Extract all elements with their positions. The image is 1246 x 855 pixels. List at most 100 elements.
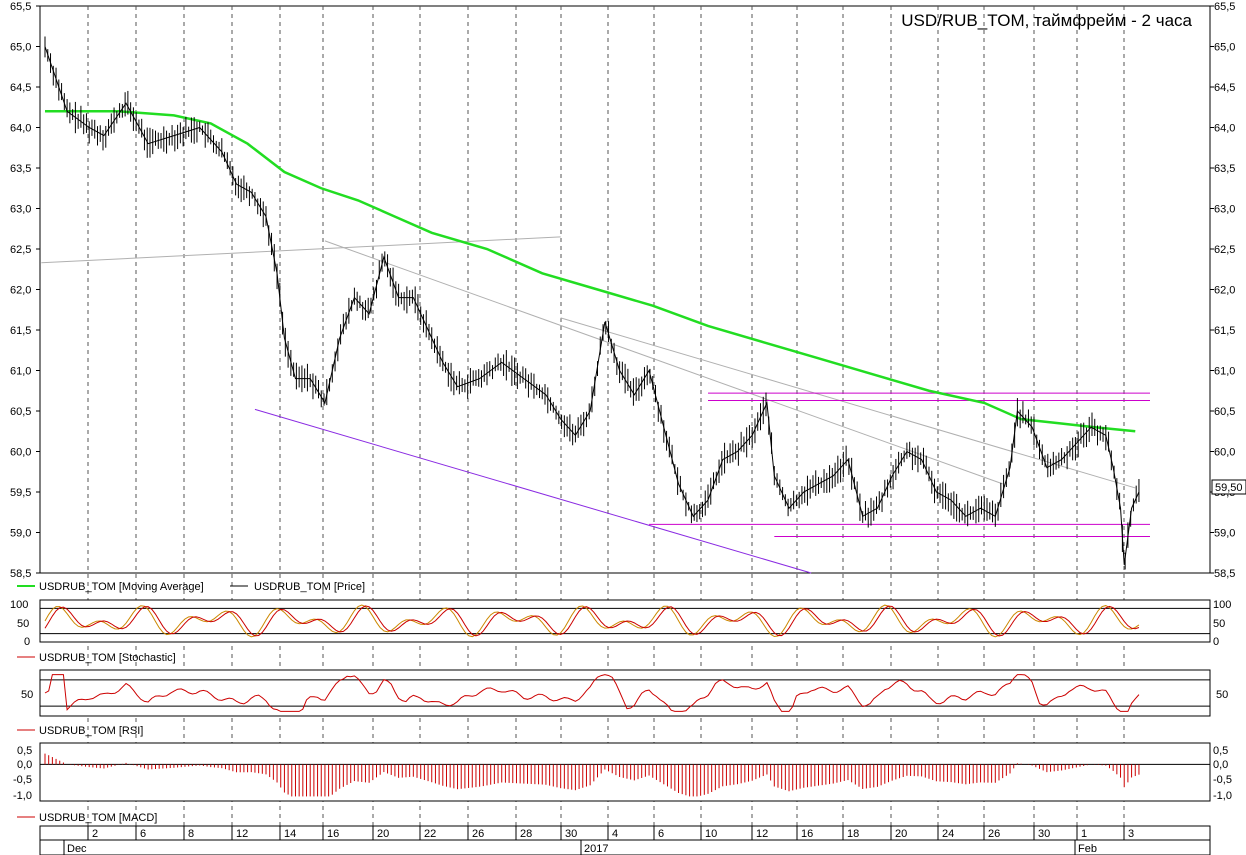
- rsi-legend-label: USDRUB_TOM [RSI]: [39, 725, 143, 737]
- moving-average-line: [45, 110, 1136, 433]
- x-day-label: 4: [612, 828, 618, 840]
- stoch-tick-50: 50: [17, 618, 29, 630]
- stoch-tick-100-right: 100: [1213, 599, 1231, 611]
- macd-legend-label: USDRUB_TOM [MACD]: [39, 812, 157, 824]
- price-tick-label-right: 63,5: [1214, 163, 1235, 175]
- rsi-tick-50-right: 50: [1216, 689, 1228, 701]
- moving-average-layer: [45, 110, 1136, 433]
- macd-tick-0.0-right: 0,0: [1213, 759, 1228, 771]
- price-axis-left: 65,5 65,0 64,5 64,0 63,5 63,0 62,5 62,0 61,5 61,0…: [10, 1, 40, 580]
- x-day-label: 2: [92, 828, 98, 840]
- x-month-label: Feb: [1078, 843, 1097, 855]
- price-tick-label-right: 65,5: [1214, 1, 1235, 13]
- price-tick-label: 62,0: [10, 285, 31, 297]
- x-day-label: 22: [424, 828, 436, 840]
- x-day-label: 3: [1128, 828, 1134, 840]
- price-tick-label: 63,5: [10, 163, 31, 175]
- macd-tick--1.0: -1,0: [13, 790, 32, 802]
- trend-line-gray-lower: [560, 317, 1136, 489]
- macd-panel: [39, 742, 1211, 802]
- rsi-line: [44, 674, 1140, 712]
- price-tick-label-right: 61,5: [1214, 325, 1235, 337]
- price-tick-label: 62,5: [10, 244, 31, 256]
- stochastic-layer: [40, 604, 1210, 638]
- x-day-label: 18: [847, 828, 859, 840]
- trend-line-gray-flat: [41, 236, 561, 264]
- macd-tick--0.5: -0,5: [13, 774, 32, 786]
- price-axis-right: 65,5 65,0 64,5 64,0 63,5 63,0 62,5 62,0 61,5 61,0…: [1210, 1, 1235, 580]
- price-tick-label-right: 61,0: [1214, 366, 1235, 378]
- price-tick-label-right: 62,0: [1214, 285, 1235, 297]
- price-tick-label-right: 60,5: [1214, 406, 1235, 418]
- price-panel: [39, 5, 1211, 574]
- x-day-label: 24: [942, 828, 954, 840]
- x-day-label: 6: [140, 828, 146, 840]
- chart-title: USD/RUB_TOM, таймфрейм - 2 часа: [901, 11, 1192, 30]
- x-day-label: 28: [520, 828, 532, 840]
- price-tick-label-right: 60,0: [1214, 447, 1235, 459]
- x-day-label: 8: [188, 828, 194, 840]
- x-day-label: 20: [895, 828, 907, 840]
- price-tick-label-right: 62,5: [1214, 244, 1235, 256]
- price-tick-label-right: 63,0: [1214, 204, 1235, 216]
- stoch-tick-100: 100: [10, 599, 28, 611]
- x-day-label: 16: [801, 828, 813, 840]
- x-month-label: 2017: [584, 843, 608, 855]
- price-tick-label-right: 65,0: [1214, 42, 1235, 54]
- price-tick-label: 64,0: [10, 123, 31, 135]
- macd-layer: [40, 753, 1210, 797]
- x-day-label: 12: [236, 828, 248, 840]
- price-tick-label: 63,0: [10, 204, 31, 216]
- price-tick-label: 60,5: [10, 406, 31, 418]
- price-tick-label-right: 64,0: [1214, 123, 1235, 135]
- rsi-layer: [40, 674, 1210, 712]
- price-tick-label: 59,5: [10, 487, 31, 499]
- stoch-tick-0: 0: [24, 636, 30, 648]
- x-day-label: 12: [756, 828, 768, 840]
- stoch-legend-label: USDRUB_TOM [Stochastic]: [39, 652, 176, 664]
- stoch-tick-0-right: 0: [1213, 636, 1219, 648]
- x-day-label: 26: [988, 828, 1000, 840]
- price-tick-label: 59,0: [10, 528, 31, 540]
- stoch-k-line: [44, 604, 1140, 638]
- x-month-label: Dec: [67, 843, 87, 855]
- price-layer: [44, 36, 1140, 570]
- trend-line-purple-channel: [254, 408, 812, 574]
- price-tick-label-right: 64,5: [1214, 82, 1235, 94]
- last-price-box: [1211, 479, 1246, 495]
- macd-tick--0.5-right: -0,5: [1213, 774, 1232, 786]
- trend-lines: [41, 236, 1150, 574]
- macd-tick-0.5: 0,5: [17, 745, 32, 757]
- x-day-label: 14: [284, 828, 296, 840]
- price-tick-label: 60,0: [10, 447, 31, 459]
- macd-tick--1.0-right: -1,0: [1213, 790, 1232, 802]
- price-tick-label: 64,5: [10, 82, 31, 94]
- macd-tick-0.0: 0,0: [17, 759, 32, 771]
- price-legend-label: USDRUB_TOM [Price]: [254, 581, 365, 593]
- rsi-tick-50: 50: [21, 689, 33, 701]
- price-tick-label-right: 58,5: [1214, 568, 1235, 580]
- stoch-d-line: [44, 605, 1140, 637]
- stoch-tick-50-right: 50: [1213, 618, 1225, 630]
- x-day-label: 30: [565, 828, 577, 840]
- price-line: [44, 46, 1140, 565]
- price-tick-label: 58,5: [10, 568, 31, 580]
- rsi-panel: [39, 669, 1211, 717]
- x-day-label: 20: [377, 828, 389, 840]
- price-tick-label-right: 59,0: [1214, 528, 1235, 540]
- price-tick-label: 61,5: [10, 325, 31, 337]
- x-day-label: 16: [327, 828, 339, 840]
- x-day-label: 1: [1081, 828, 1087, 840]
- macd-tick-0.5-right: 0,5: [1213, 745, 1228, 757]
- x-day-label: 6: [658, 828, 664, 840]
- x-axis-labels: 2 6 8 12 14 16 20 22 26 28 30 4 6 10 12 16 18 20 24 26 30 1 3D…: [63, 826, 1134, 855]
- x-day-label: 26: [472, 828, 484, 840]
- x-day-label: 10: [705, 828, 717, 840]
- price-tick-label: 65,5: [10, 1, 31, 13]
- last-price-label: 59,50: [1215, 482, 1243, 494]
- ma-legend-label: USDRUB_TOM [Moving Average]: [39, 581, 204, 593]
- price-tick-label: 61,0: [10, 366, 31, 378]
- trend-line-gray-upper: [324, 240, 1003, 485]
- x-day-label: 30: [1038, 828, 1050, 840]
